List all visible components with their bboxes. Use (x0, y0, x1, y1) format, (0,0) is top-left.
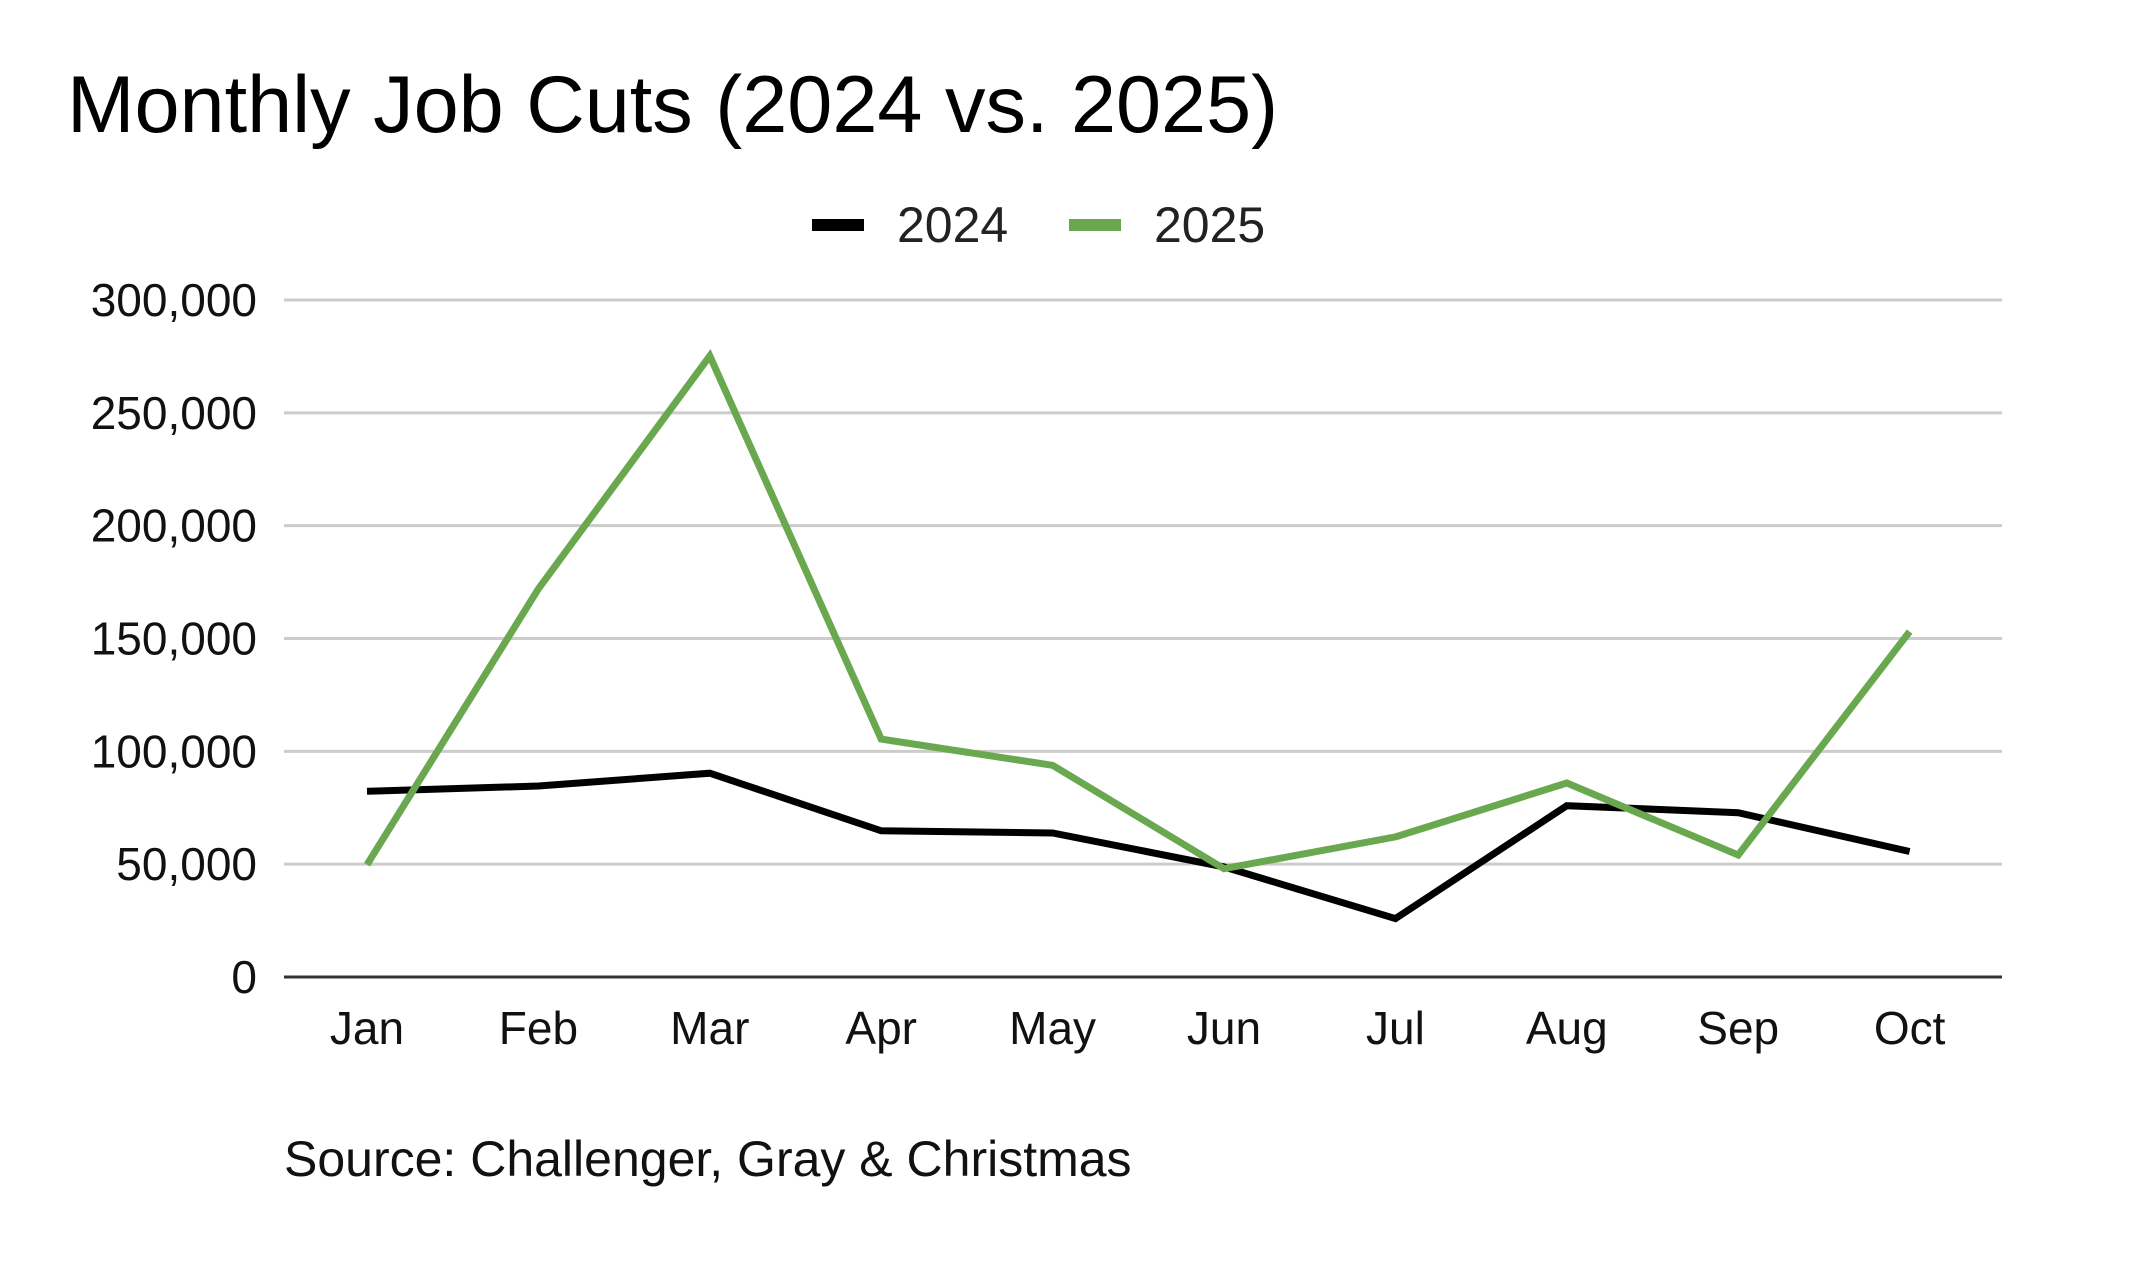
x-tick-label: Feb (499, 1002, 578, 1054)
gridlines (284, 298, 2002, 979)
y-tick-label: 0 (231, 951, 257, 1003)
legend-label-2024: 2024 (897, 197, 1008, 253)
y-tick-label: 150,000 (91, 613, 257, 665)
series-line-2024 (366, 769, 1911, 923)
chart-title: Monthly Job Cuts (2024 vs. 2025) (67, 60, 1278, 150)
legend: 2024 2025 (812, 197, 1265, 253)
series-line-2025 (364, 348, 1913, 873)
x-tick-label: Oct (1874, 1002, 1946, 1054)
x-tick-label: Sep (1697, 1002, 1779, 1054)
legend-swatch-2024 (812, 219, 864, 231)
y-tick-label: 50,000 (116, 838, 257, 890)
series-lines (364, 348, 1913, 923)
x-tick-label: Apr (845, 1002, 917, 1054)
x-tick-label: Jul (1366, 1002, 1425, 1054)
legend-label-2025: 2025 (1154, 197, 1265, 253)
y-tick-label: 100,000 (91, 725, 257, 777)
y-tick-label: 300,000 (91, 274, 257, 326)
x-tick-label: Jan (330, 1002, 404, 1054)
y-tick-label: 200,000 (91, 500, 257, 552)
x-tick-label: Aug (1526, 1002, 1608, 1054)
x-tick-label: Mar (670, 1002, 749, 1054)
x-axis-tick-labels: Jan Feb Mar Apr May Jun Jul Aug Sep Oct (330, 1002, 1946, 1054)
y-tick-label: 250,000 (91, 387, 257, 439)
source-note: Source: Challenger, Gray & Christmas (284, 1131, 1132, 1187)
legend-swatch-2025 (1069, 219, 1121, 231)
x-tick-label: May (1009, 1002, 1096, 1054)
x-tick-label: Jun (1187, 1002, 1261, 1054)
y-axis-tick-labels: 0 50,000 100,000 150,000 200,000 250,000 300,0… (91, 274, 257, 1003)
